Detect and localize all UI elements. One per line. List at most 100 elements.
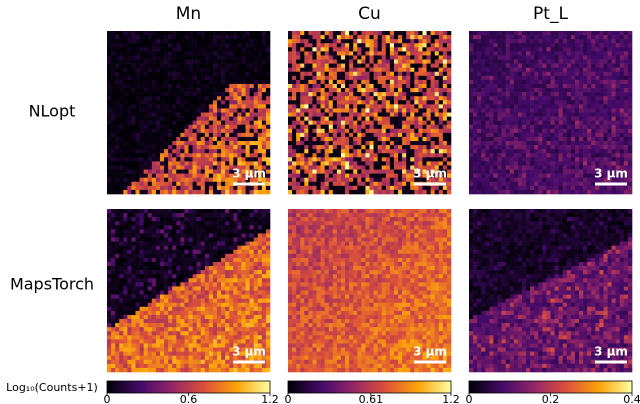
heatmap-cell <box>353 132 358 138</box>
heatmap-cell <box>168 249 173 255</box>
heatmap-cell <box>249 335 255 340</box>
heatmap-cell <box>229 67 234 73</box>
heatmap-cell <box>410 161 415 166</box>
heatmap-cell <box>127 112 132 117</box>
heatmap-cell <box>357 221 362 226</box>
heatmap-cell <box>389 104 395 109</box>
heatmap-cell <box>119 165 124 170</box>
heatmap-cell <box>196 261 202 267</box>
heatmap-cell <box>217 185 222 191</box>
heatmap-cell <box>164 323 169 328</box>
heatmap-cell <box>184 71 189 77</box>
heatmap-cell <box>320 169 325 174</box>
heatmap-cell <box>164 112 169 117</box>
heatmap-cell <box>422 71 427 77</box>
heatmap-cell <box>377 96 383 101</box>
heatmap-cell <box>349 177 354 183</box>
heatmap-cell <box>261 237 267 242</box>
heatmap-cell <box>107 319 112 324</box>
heatmap-cell <box>196 67 202 73</box>
heatmap-cell <box>414 136 419 142</box>
heatmap-cell <box>357 217 362 222</box>
heatmap-cell <box>155 294 161 299</box>
heatmap-cell <box>123 149 128 154</box>
heatmap-cell <box>418 177 423 183</box>
heatmap-cell <box>107 181 112 187</box>
heatmap-cell <box>151 237 157 242</box>
heatmap-cell <box>253 43 259 48</box>
heatmap-cell <box>123 290 128 295</box>
heatmap-cell <box>336 92 342 97</box>
heatmap-cell <box>296 108 301 113</box>
heatmap-cell <box>131 108 136 113</box>
heatmap-cell <box>225 149 230 154</box>
heatmap-cell <box>131 278 136 283</box>
heatmap-cell <box>245 302 250 308</box>
heatmap-cell <box>345 55 350 60</box>
heatmap-cell <box>127 161 132 166</box>
heatmap-cell <box>123 270 128 275</box>
heatmap-cell <box>393 189 399 195</box>
heatmap-cell <box>365 47 370 52</box>
heatmap-cell <box>147 181 153 187</box>
heatmap-cell <box>365 185 370 191</box>
heatmap-cell <box>119 249 124 255</box>
heatmap-cell <box>265 225 271 230</box>
heatmap-cell <box>385 67 391 73</box>
heatmap-cell <box>135 92 140 97</box>
heatmap-cell <box>365 136 370 142</box>
heatmap-cell <box>292 79 297 85</box>
heatmap-cell <box>361 39 366 44</box>
heatmap-cell <box>164 213 169 218</box>
heatmap-cell <box>381 47 387 52</box>
heatmap-cell <box>442 108 448 113</box>
heatmap-cell <box>111 149 116 154</box>
heatmap-cell <box>131 157 136 162</box>
heatmap-cell <box>245 209 250 214</box>
heatmap-cell <box>119 266 124 271</box>
heatmap-cell <box>168 335 173 340</box>
heatmap-cell <box>233 343 238 348</box>
heatmap-cell <box>349 96 354 101</box>
heatmap-cell <box>147 169 153 174</box>
heatmap-cell <box>168 319 173 324</box>
heatmap-cell <box>434 149 440 154</box>
heatmap-cell <box>172 165 177 170</box>
heatmap-cell <box>115 331 120 336</box>
heatmap-cell <box>180 323 185 328</box>
heatmap-cell <box>237 209 242 214</box>
heatmap-cell <box>172 331 177 336</box>
heatmap-cell <box>204 153 210 158</box>
heatmap-cell <box>385 149 391 154</box>
heatmap-cell <box>340 132 346 138</box>
heatmap-cell <box>107 266 112 271</box>
heatmap-cell <box>184 331 189 336</box>
heatmap-cell <box>168 298 173 304</box>
heatmap-cell <box>111 79 116 85</box>
heatmap-cell <box>336 141 342 146</box>
heatmap-cell <box>135 233 140 238</box>
heatmap-cell <box>369 145 374 150</box>
heatmap-cell <box>221 83 226 89</box>
heatmap-cell <box>115 92 120 97</box>
heatmap-cell <box>143 169 149 174</box>
heatmap-cell <box>172 319 177 324</box>
heatmap-cell <box>229 100 234 105</box>
heatmap-cell <box>410 83 415 89</box>
heatmap-cell <box>208 367 214 373</box>
heatmap-cell <box>426 120 431 126</box>
heatmap-cell <box>438 79 444 85</box>
heatmap-cell <box>241 339 246 344</box>
heatmap-cell <box>406 173 411 179</box>
heatmap-cell <box>208 302 214 308</box>
heatmap-cell <box>111 185 116 191</box>
heatmap-cell <box>172 266 177 271</box>
heatmap-cell <box>131 209 136 214</box>
heatmap-cell <box>245 266 250 271</box>
heatmap-cell <box>131 141 136 146</box>
heatmap-cell <box>442 217 448 222</box>
heatmap-cell <box>204 363 210 369</box>
heatmap-cell <box>261 229 267 234</box>
heatmap-cell <box>127 43 132 48</box>
heatmap-cell <box>147 335 153 340</box>
